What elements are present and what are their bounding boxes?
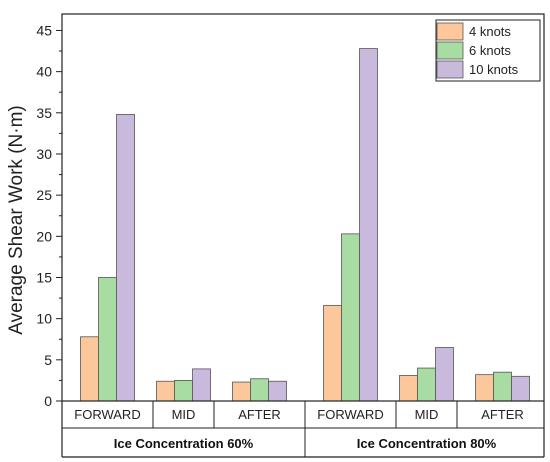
y-tick-label: 10 xyxy=(36,311,52,327)
bar-6-knots-after-2 xyxy=(250,378,269,402)
bar-6-knots-forward-0 xyxy=(98,277,117,402)
y-axis-label: Average Shear Work (N·m) xyxy=(6,105,27,334)
category-label: FORWARD xyxy=(317,407,383,422)
bars-layer xyxy=(80,48,530,402)
category-label: MID xyxy=(415,407,439,422)
bar-10-knots-forward-3 xyxy=(359,48,378,402)
bar-4-knots-mid-1 xyxy=(156,380,175,402)
category-label: MID xyxy=(172,407,196,422)
y-tick-label: 40 xyxy=(36,64,52,80)
group-label-0: Ice Concentration 60% xyxy=(114,436,254,451)
y-tick-label: 20 xyxy=(36,228,52,244)
legend-label-4-knots: 4 knots xyxy=(469,24,511,39)
category-label: AFTER xyxy=(481,407,524,422)
bar-6-knots-mid-4 xyxy=(417,367,436,402)
bar-10-knots-after-5 xyxy=(511,375,530,402)
category-label: FORWARD xyxy=(74,407,140,422)
bar-10-knots-mid-4 xyxy=(435,347,454,402)
bar-4-knots-forward-0 xyxy=(80,336,99,402)
bar-10-knots-forward-0 xyxy=(116,114,135,402)
y-tick-label: 30 xyxy=(36,146,52,162)
legend: 4 knots 6 knots 10 knots xyxy=(435,19,541,82)
y-tick-label: 25 xyxy=(36,187,52,203)
y-tick-label: 15 xyxy=(36,269,52,285)
bar-6-knots-after-5 xyxy=(493,371,512,402)
group-label-1: Ice Concentration 80% xyxy=(357,436,497,451)
legend-label-6-knots: 6 knots xyxy=(469,43,511,58)
bar-6-knots-mid-1 xyxy=(174,380,193,402)
plot-frame xyxy=(61,13,545,402)
bar-4-knots-mid-4 xyxy=(399,375,418,402)
bar-4-knots-after-5 xyxy=(475,374,494,402)
category-label: AFTER xyxy=(238,407,281,422)
legend-swatch-10-knots xyxy=(436,60,464,79)
category-axis: FORWARD MID AFTER FORWARD MID AFTER Ice Concen… xyxy=(61,401,545,458)
y-tick-label: 35 xyxy=(36,105,52,121)
y-tick-label: 0 xyxy=(44,393,52,409)
bar-4-knots-after-2 xyxy=(232,381,251,402)
axes-layer: 0 5 10 15 20 25 30 35 40 45 xyxy=(36,13,545,409)
y-tick-label: 5 xyxy=(44,352,52,368)
legend-swatch-4-knots xyxy=(436,22,464,41)
bar-10-knots-after-2 xyxy=(268,380,287,402)
bar-10-knots-mid-1 xyxy=(192,368,211,402)
y-tick-label: 45 xyxy=(36,22,52,38)
legend-swatch-6-knots xyxy=(436,41,464,60)
bar-6-knots-forward-3 xyxy=(341,233,360,402)
bar-4-knots-forward-3 xyxy=(323,305,342,402)
legend-label-10-knots: 10 knots xyxy=(469,62,519,77)
